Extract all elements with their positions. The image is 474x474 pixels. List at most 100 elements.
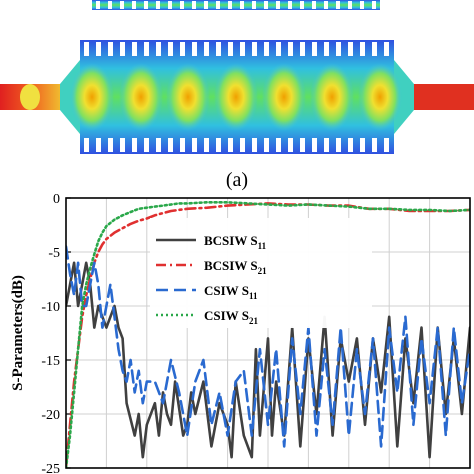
slot — [264, 1, 268, 9]
slot — [96, 138, 101, 152]
slot — [252, 1, 256, 9]
y-tick-label: -25 — [41, 462, 60, 474]
series-line-3 — [66, 245, 470, 448]
y-tick-label: 0 — [53, 192, 60, 207]
slot — [312, 42, 317, 56]
slot — [324, 138, 329, 152]
slot — [252, 42, 257, 56]
slot — [312, 1, 316, 9]
slot — [156, 42, 161, 56]
slot — [96, 42, 101, 56]
slot — [336, 138, 341, 152]
slot — [264, 42, 269, 56]
slot — [300, 1, 304, 9]
y-tick-label: -5 — [48, 246, 60, 261]
slot — [228, 138, 233, 152]
slot — [372, 1, 376, 9]
series-line-4 — [66, 201, 470, 468]
slot — [204, 42, 209, 56]
slot — [156, 1, 160, 9]
slot — [276, 1, 280, 9]
slot — [228, 1, 232, 9]
slot — [144, 138, 149, 152]
field-hotspot — [358, 63, 402, 131]
slot — [156, 138, 161, 152]
slot — [192, 42, 197, 56]
figure-caption: (a) — [226, 169, 248, 191]
legend-label-1: BCSIW S11 — [204, 233, 267, 251]
feed-hotspot — [20, 84, 40, 110]
slot — [300, 138, 305, 152]
slot — [108, 42, 113, 56]
slot — [348, 42, 353, 56]
slot — [360, 138, 365, 152]
slot — [168, 1, 172, 9]
slot — [288, 1, 292, 9]
slot — [216, 1, 220, 9]
slot — [180, 1, 184, 9]
slot — [96, 1, 100, 9]
plot-frame — [65, 197, 471, 469]
slot — [372, 42, 377, 56]
slot — [84, 138, 89, 152]
slot — [216, 138, 221, 152]
slot — [324, 42, 329, 56]
slot — [228, 42, 233, 56]
slot — [312, 138, 317, 152]
slot — [108, 1, 112, 9]
slot — [216, 42, 221, 56]
slot — [144, 1, 148, 9]
slot — [240, 138, 245, 152]
slot — [180, 138, 185, 152]
slot — [384, 138, 389, 152]
slot — [252, 138, 257, 152]
slot — [336, 1, 340, 9]
slot — [348, 1, 352, 9]
y-axis-label: S-Parameters(dB) — [10, 275, 26, 391]
legend-box — [150, 218, 372, 328]
slot — [336, 42, 341, 56]
slot — [240, 42, 245, 56]
slot — [288, 138, 293, 152]
y-tick-label: -20 — [41, 408, 60, 423]
slot — [288, 42, 293, 56]
slot — [240, 1, 244, 9]
slot — [168, 138, 173, 152]
y-ticks: 0 -5 -10 -15 -20 -25 — [41, 192, 71, 474]
slot — [300, 42, 305, 56]
slot — [108, 138, 113, 152]
slot — [360, 1, 364, 9]
slot — [168, 42, 173, 56]
series-lines — [66, 201, 470, 468]
field-hotspot — [70, 63, 114, 131]
y-tick-label: -10 — [41, 300, 60, 315]
legend-label-4: CSIW S21 — [204, 308, 258, 326]
field-hotspot — [262, 63, 306, 131]
s-parameter-chart: 0 -5 -10 -15 -20 -25 S-Parameters(dB) BCSIW S… — [10, 192, 471, 474]
field-hotspot — [310, 63, 354, 131]
slot — [120, 42, 125, 56]
slot — [348, 138, 353, 152]
field-hotspot — [214, 63, 258, 131]
slot — [120, 138, 125, 152]
slot — [264, 138, 269, 152]
slot — [120, 1, 124, 9]
slot — [84, 42, 89, 56]
slot — [204, 138, 209, 152]
right-feed-line — [412, 84, 474, 110]
slot — [132, 42, 137, 56]
slot — [384, 42, 389, 56]
slot — [132, 1, 136, 9]
field-distribution-image — [0, 0, 474, 154]
slot — [276, 138, 281, 152]
slot — [204, 1, 208, 9]
slot — [192, 138, 197, 152]
field-hotspot — [119, 63, 163, 131]
slot — [276, 42, 281, 56]
slot — [144, 42, 149, 56]
legend-label-3: CSIW S11 — [204, 283, 258, 301]
legend: BCSIW S11 BCSIW S21 CSIW S11 CSIW S21 — [150, 218, 372, 328]
slot — [132, 138, 137, 152]
slot — [324, 1, 328, 9]
